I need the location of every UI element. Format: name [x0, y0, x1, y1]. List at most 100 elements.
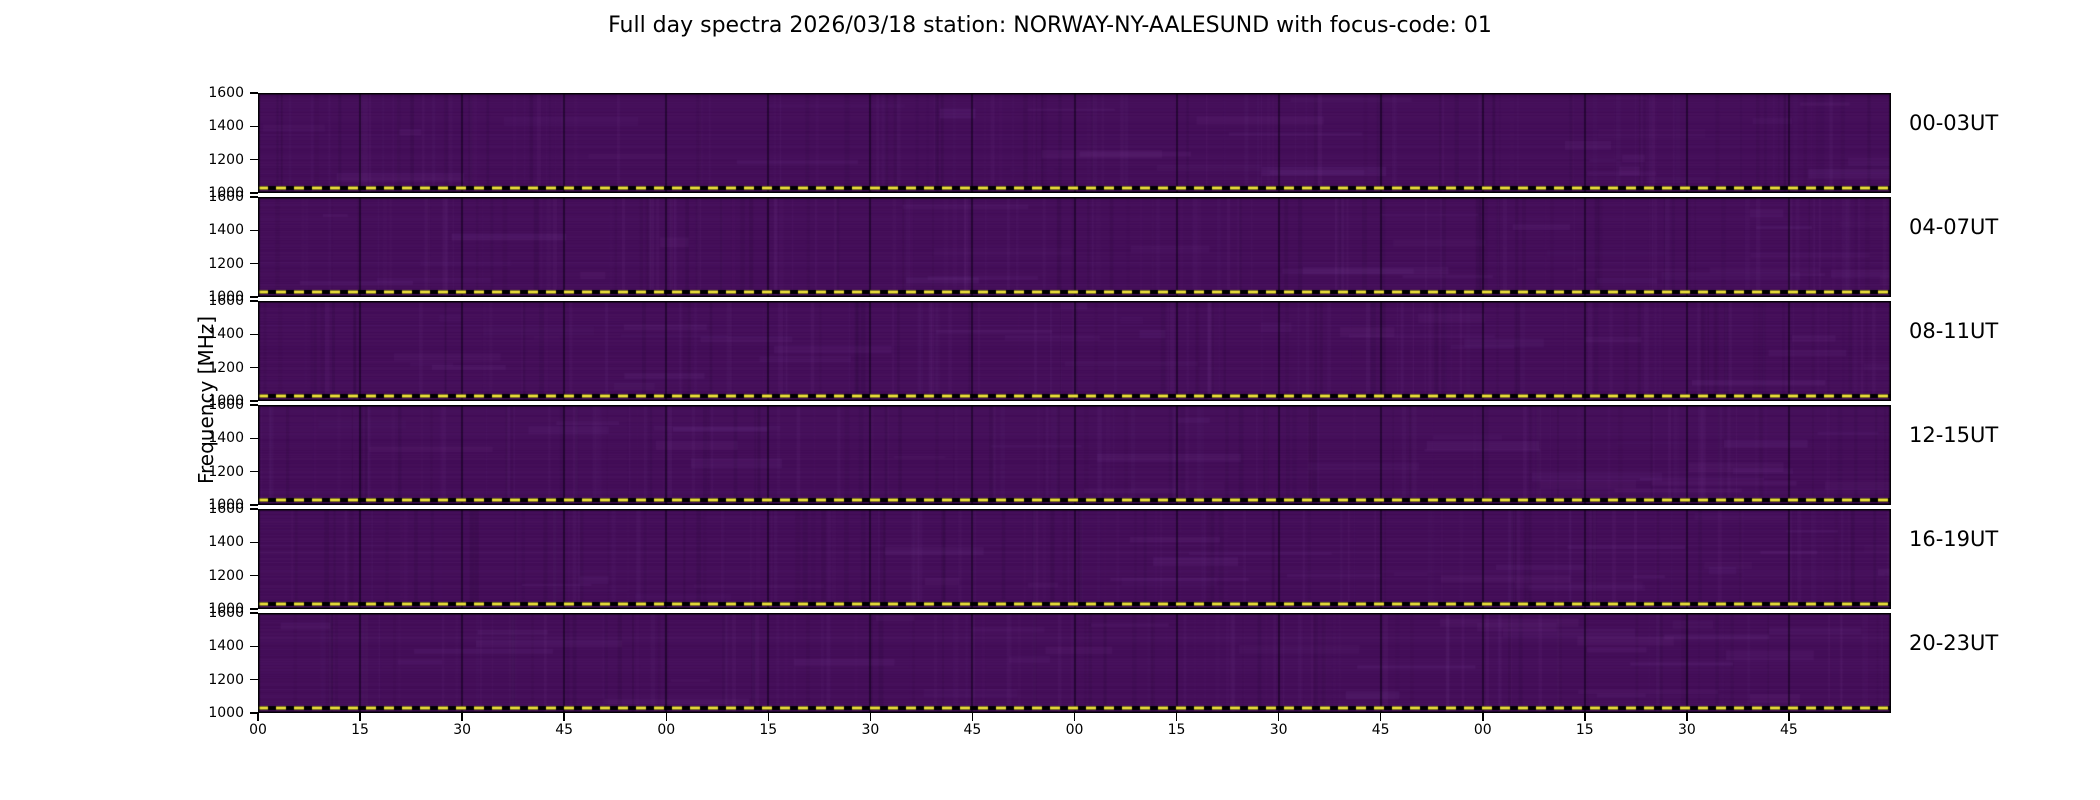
- y-tick-mark: [250, 678, 258, 681]
- x-tick-label: 30: [453, 722, 472, 738]
- spectrogram-panel-20-23UT: [258, 613, 1891, 713]
- spectrogram-canvas-00-03UT: [258, 93, 1891, 193]
- panel-time-label: 16-19UT: [1909, 527, 1999, 551]
- y-tick-mark: [250, 608, 258, 610]
- x-tick-mark: [1482, 713, 1484, 721]
- y-tick-label: 1200: [208, 359, 244, 376]
- x-tick-label: 00: [249, 722, 267, 738]
- x-tick-label: 30: [861, 722, 880, 738]
- y-tick-label: 1400: [208, 430, 244, 447]
- y-tick-mark: [250, 470, 258, 473]
- x-tick-mark: [1277, 713, 1280, 721]
- y-tick-label: 1600: [208, 501, 244, 517]
- y-tick-mark: [250, 400, 258, 402]
- x-tick-label: 30: [1677, 722, 1696, 738]
- y-tick-label: 1200: [208, 671, 244, 688]
- y-tick-label: 1600: [208, 397, 244, 413]
- x-tick-mark: [359, 713, 361, 721]
- x-tick-mark: [1073, 713, 1076, 721]
- y-tick-mark: [250, 262, 258, 265]
- x-tick-label: 30: [1269, 722, 1288, 738]
- x-tick-mark: [257, 713, 259, 721]
- spectrogram-panel-00-03UT: [258, 93, 1891, 193]
- y-tick-label: 1000: [208, 289, 244, 305]
- x-tick-mark: [563, 713, 565, 721]
- y-tick-mark: [250, 404, 258, 406]
- y-tick-mark: [250, 300, 258, 302]
- x-tick-mark: [1788, 713, 1790, 721]
- spectrogram-canvas-12-15UT: [258, 405, 1891, 505]
- spectrogram-panel-04-07UT: [258, 197, 1891, 297]
- y-tick-mark: [250, 296, 258, 298]
- x-tick-label: 00: [657, 722, 676, 738]
- y-tick-mark: [250, 158, 258, 161]
- panel-time-label: 08-11UT: [1909, 319, 1999, 343]
- y-tick-label: 1400: [208, 222, 244, 239]
- x-tick-mark: [1584, 713, 1586, 721]
- x-tick-mark: [971, 713, 974, 721]
- y-tick-mark: [250, 541, 258, 544]
- y-tick-label: 1600: [208, 293, 244, 309]
- x-tick-mark: [1686, 713, 1688, 721]
- y-tick-mark: [250, 504, 258, 506]
- y-tick-label: 1200: [208, 463, 244, 480]
- y-tick-label: 1600: [208, 605, 244, 621]
- y-tick-mark: [250, 508, 258, 510]
- y-tick-label: 1000: [208, 497, 244, 513]
- spectrogram-panel-16-19UT: [258, 509, 1891, 609]
- spectrogram-panel-08-11UT: [258, 301, 1891, 401]
- y-tick-mark: [250, 229, 258, 232]
- y-tick-label: 1000: [208, 601, 244, 617]
- x-tick-label: 15: [351, 722, 369, 738]
- x-tick-mark: [767, 713, 770, 721]
- spectrogram-canvas-08-11UT: [258, 301, 1891, 401]
- panel-time-label: 12-15UT: [1909, 423, 1999, 447]
- y-tick-mark: [250, 645, 258, 648]
- x-tick-label: 15: [1575, 722, 1594, 738]
- y-tick-mark: [250, 612, 258, 614]
- spectrogram-panel-12-15UT: [258, 405, 1891, 505]
- x-tick-label: 45: [1780, 722, 1798, 738]
- x-tick-mark: [1379, 713, 1382, 721]
- y-tick-label: 1200: [208, 567, 244, 584]
- x-tick-label: 00: [1473, 722, 1492, 738]
- y-tick-label: 1400: [208, 638, 244, 655]
- y-tick-mark: [250, 712, 258, 714]
- y-tick-mark: [250, 437, 258, 440]
- x-tick-label: 15: [759, 722, 778, 738]
- x-tick-label: 45: [555, 722, 574, 738]
- y-tick-mark: [250, 574, 258, 577]
- y-tick-label: 1400: [208, 534, 244, 551]
- spectrogram-canvas-20-23UT: [258, 613, 1891, 713]
- y-tick-label: 1000: [208, 185, 244, 201]
- panel-time-label: 00-03UT: [1909, 111, 1999, 135]
- x-tick-label: 45: [963, 722, 982, 738]
- x-tick-mark: [665, 713, 667, 721]
- y-tick-label: 1200: [208, 255, 244, 272]
- y-tick-mark: [250, 366, 258, 369]
- spectrogram-canvas-04-07UT: [258, 197, 1891, 297]
- x-tick-label: 15: [1167, 722, 1186, 738]
- spectrogram-canvas-16-19UT: [258, 509, 1891, 609]
- y-tick-mark: [250, 125, 258, 128]
- panel-time-label: 04-07UT: [1909, 215, 1999, 239]
- x-tick-label: 45: [1371, 722, 1390, 738]
- y-tick-label: 1400: [208, 326, 244, 343]
- y-tick-label: 1000: [208, 393, 244, 409]
- y-tick-label: 1200: [208, 151, 244, 168]
- panel-time-label: 20-23UT: [1909, 631, 1999, 655]
- y-tick-mark: [250, 333, 258, 336]
- y-tick-label: 1400: [208, 118, 244, 135]
- y-tick-label: 1600: [208, 189, 244, 205]
- y-tick-label: 1600: [208, 85, 244, 101]
- chart-title: Full day spectra 2026/03/18 station: NOR…: [608, 13, 1492, 38]
- x-tick-label: 00: [1065, 722, 1084, 738]
- y-tick-mark: [250, 192, 258, 194]
- y-tick-mark: [250, 196, 258, 198]
- x-tick-mark: [461, 713, 463, 721]
- y-tick-mark: [250, 92, 258, 94]
- y-tick-label: 1000: [208, 705, 244, 721]
- x-tick-mark: [869, 713, 872, 721]
- x-tick-mark: [1175, 713, 1178, 721]
